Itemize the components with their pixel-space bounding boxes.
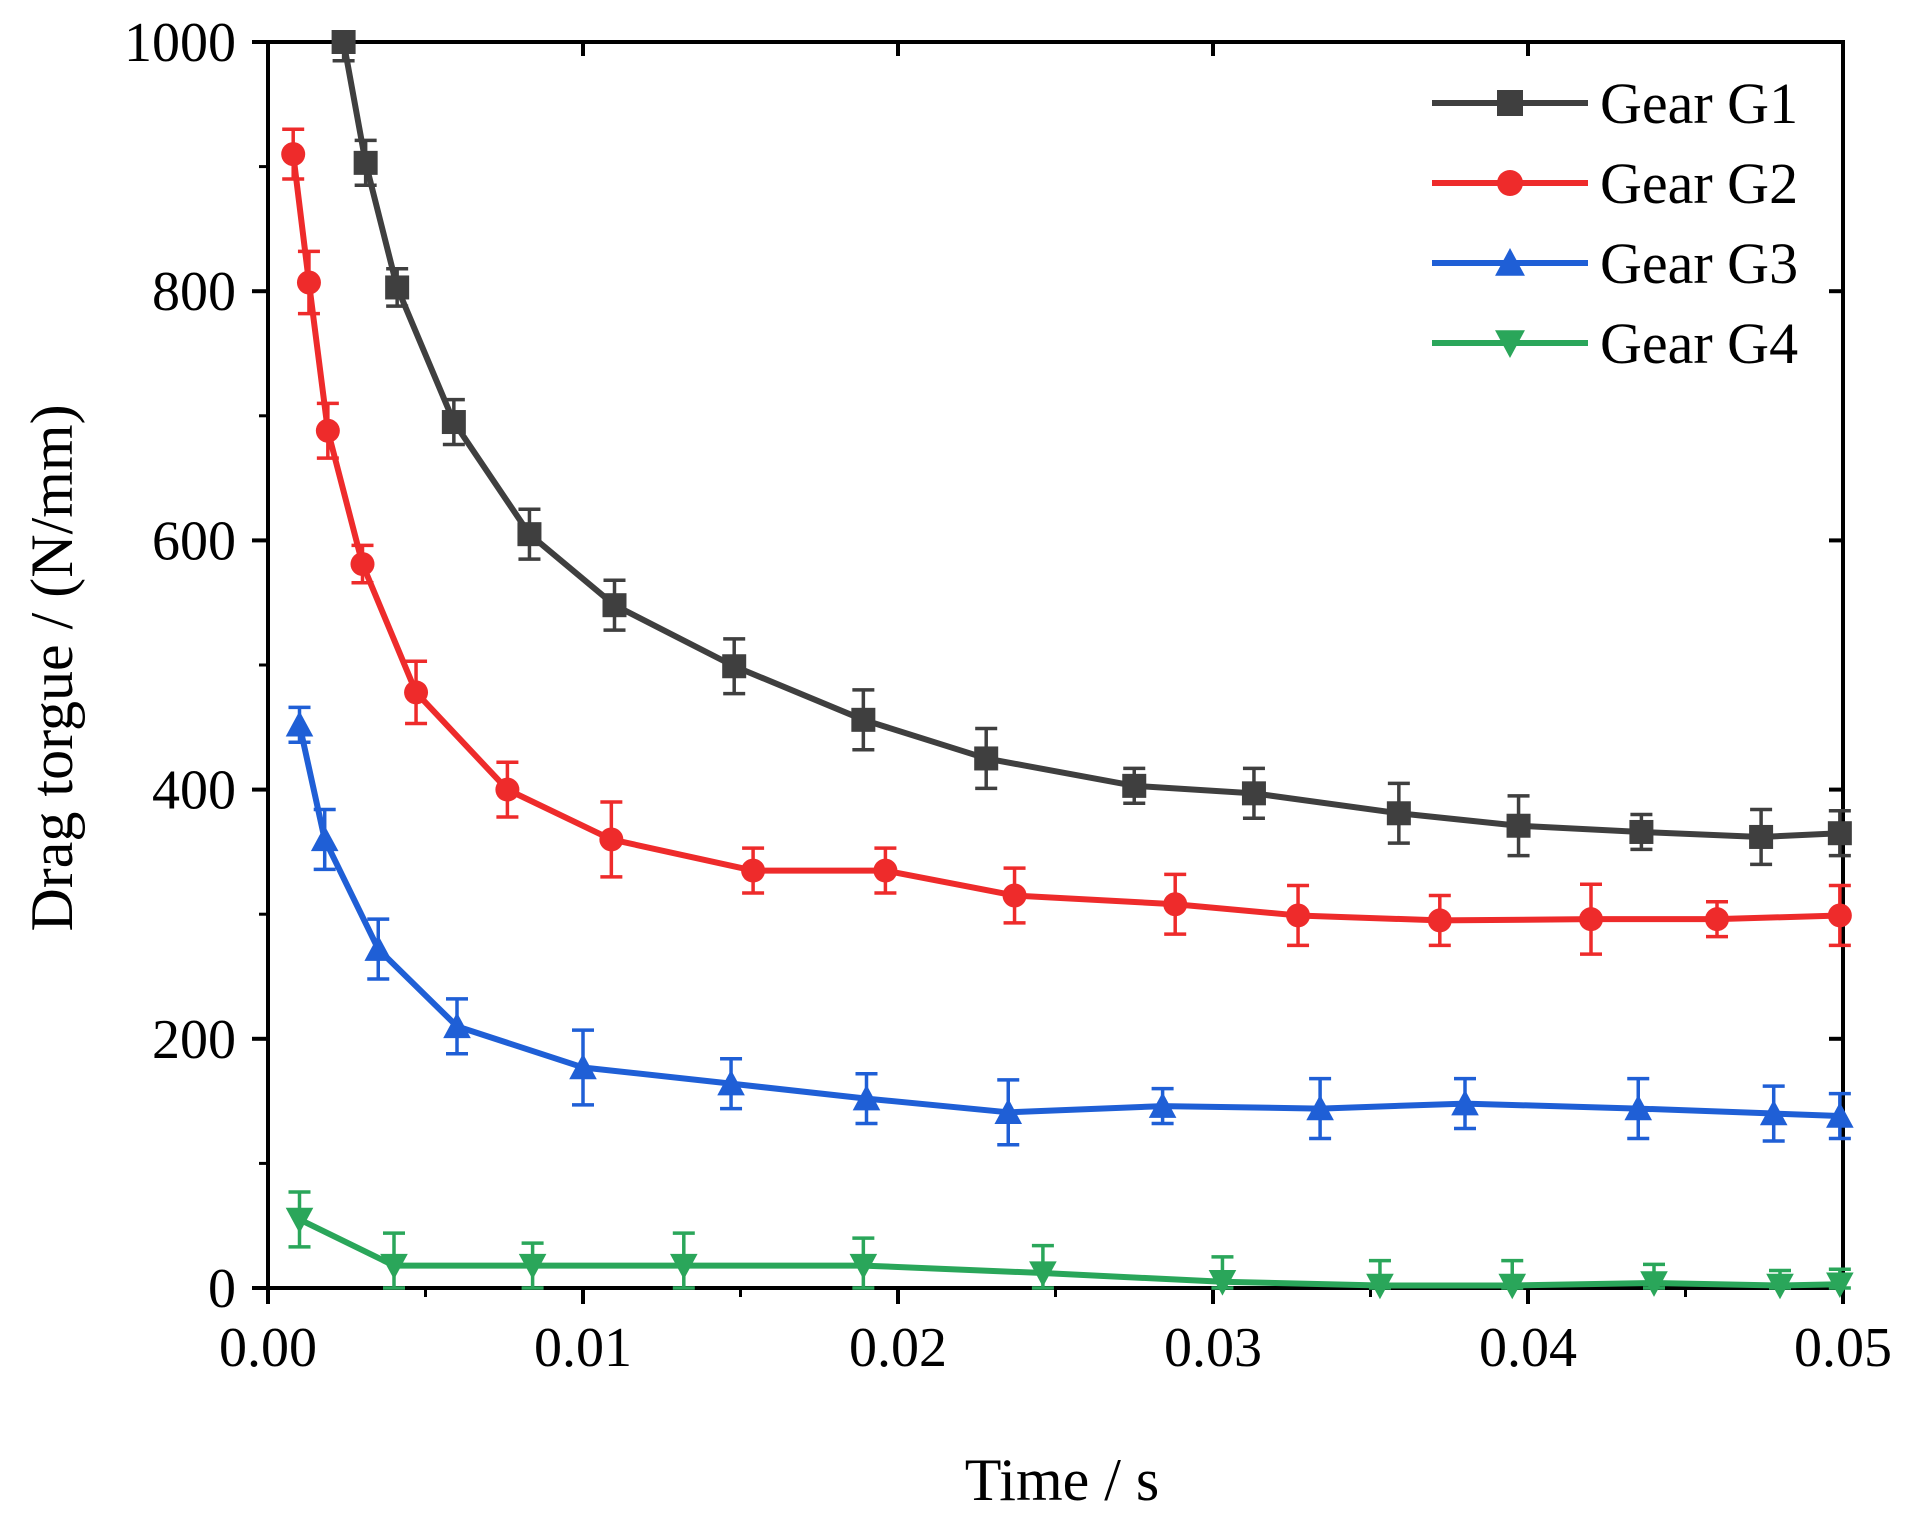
y-tick-label: 1000 <box>124 12 236 74</box>
data-point <box>1827 821 1852 846</box>
data-point <box>1506 813 1531 838</box>
y-axis-title: Drag torgue / (N/mm) <box>19 404 85 931</box>
data-point <box>1029 1261 1057 1287</box>
data-point <box>852 1084 881 1111</box>
x-tick-label: 0.03 <box>1164 1317 1262 1379</box>
x-tick-label: 0.01 <box>534 1317 632 1379</box>
x-tick-label: 0.02 <box>849 1317 947 1379</box>
y-tick-label: 600 <box>152 510 236 572</box>
data-point <box>385 275 410 300</box>
data-point <box>1498 1273 1527 1300</box>
data-point <box>404 680 429 705</box>
legend-label: Gear G2 <box>1600 151 1798 216</box>
data-point <box>285 711 314 737</box>
y-tick-label: 400 <box>152 760 236 822</box>
data-point <box>1827 903 1852 928</box>
legend-marker <box>1495 330 1525 358</box>
data-point <box>1122 773 1147 798</box>
data-point <box>364 935 393 961</box>
data-point <box>1749 824 1774 849</box>
legend-label: Gear G3 <box>1600 231 1798 296</box>
data-point <box>495 777 520 802</box>
data-point <box>851 707 876 732</box>
series-line <box>296 724 1840 1120</box>
series-line <box>340 41 1840 840</box>
data-point <box>717 1069 745 1096</box>
data-point <box>1306 1094 1334 1121</box>
data-point <box>569 1053 597 1080</box>
data-point <box>1366 1273 1394 1300</box>
data-point <box>1766 1273 1794 1300</box>
legend: Gear G1 Gear G2 Gear G3 Gear G4 <box>1432 71 1798 376</box>
data-point <box>285 1207 314 1234</box>
y-tick-label: 800 <box>152 261 236 323</box>
data-point <box>1826 1272 1854 1299</box>
data-point <box>1427 908 1452 933</box>
series-line <box>298 1216 1840 1289</box>
data-point <box>599 827 624 852</box>
legend-label: Gear G1 <box>1600 71 1798 136</box>
legend-marker <box>1497 90 1523 116</box>
data-point <box>1624 1094 1653 1121</box>
data-point <box>1705 907 1729 932</box>
data-point <box>441 410 466 435</box>
data-point <box>380 1253 408 1280</box>
data-point <box>1579 907 1603 932</box>
data-point <box>1386 801 1411 826</box>
data-point <box>331 30 356 54</box>
x-axis-title: Time / s <box>965 1447 1160 1513</box>
data-point <box>296 270 321 295</box>
y-axis: 0 200 400 600 800 1000 <box>124 12 1843 1320</box>
data-point <box>310 825 339 852</box>
data-point <box>722 654 747 679</box>
data-point <box>1148 1092 1177 1118</box>
data-point <box>1208 1270 1237 1296</box>
data-point <box>443 1012 471 1039</box>
x-tick-label: 0.05 <box>1794 1317 1892 1379</box>
data-point <box>974 746 999 771</box>
data-point <box>1241 781 1266 806</box>
series-3 <box>285 705 1854 1147</box>
data-point <box>873 858 898 883</box>
y-tick-label: 0 <box>208 1258 236 1320</box>
data-point <box>353 150 378 175</box>
x-axis: 0.00 0.01 0.02 0.03 0.04 0.05 <box>219 42 1892 1379</box>
data-point <box>1451 1089 1479 1116</box>
series-1 <box>331 30 1852 867</box>
data-point <box>994 1098 1023 1125</box>
data-point <box>1163 892 1188 917</box>
data-point <box>849 1253 878 1280</box>
series-4 <box>285 1190 1854 1300</box>
x-tick-label: 0.00 <box>219 1317 317 1379</box>
data-point <box>518 1253 547 1280</box>
data-point <box>1640 1271 1668 1297</box>
data-point <box>1286 903 1311 928</box>
series-line <box>290 153 1840 924</box>
y-tick-label: 200 <box>152 1009 236 1071</box>
data-point <box>670 1253 698 1280</box>
data-point <box>350 552 375 577</box>
data-point <box>1629 819 1654 844</box>
legend-label: Gear G4 <box>1600 311 1798 376</box>
x-tick-label: 0.04 <box>1479 1317 1577 1379</box>
plot-frame <box>266 40 1845 1290</box>
legend-marker <box>1495 248 1525 276</box>
plot-border <box>266 40 1845 1290</box>
data-point <box>602 593 627 618</box>
data-point <box>281 142 306 167</box>
series-2 <box>281 127 1852 956</box>
data-point <box>741 858 766 883</box>
data-point <box>1002 883 1027 908</box>
data-point <box>315 418 340 443</box>
series-layer <box>281 30 1854 1300</box>
data-point <box>1759 1099 1788 1126</box>
data-point <box>517 522 542 547</box>
data-point <box>1826 1102 1854 1128</box>
legend-marker <box>1497 170 1523 196</box>
